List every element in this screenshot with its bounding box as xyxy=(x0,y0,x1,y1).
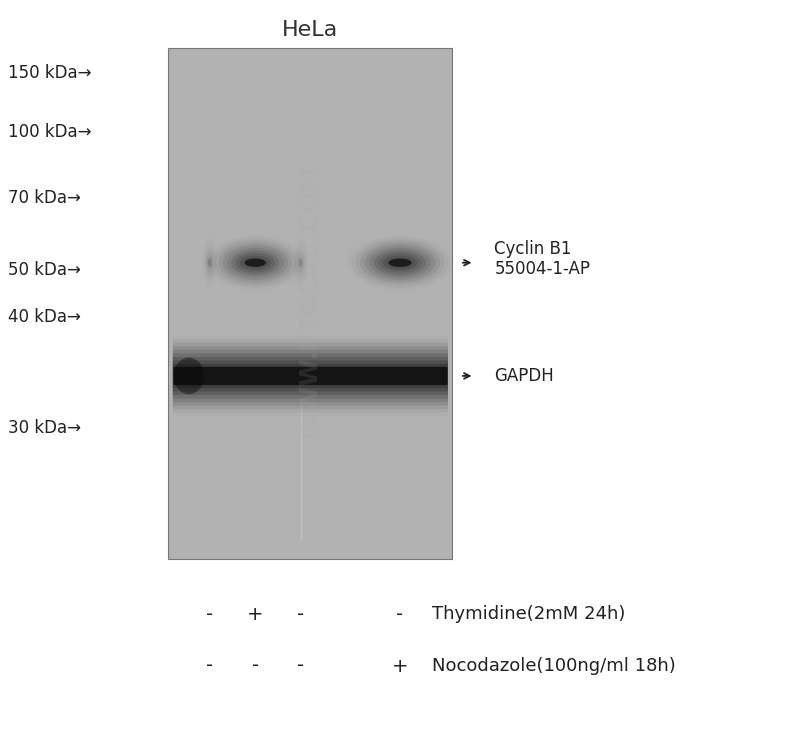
Text: -: - xyxy=(206,656,213,676)
Text: +: + xyxy=(392,656,408,676)
Text: Nocodazole(100ng/ml 18h): Nocodazole(100ng/ml 18h) xyxy=(432,657,676,675)
Ellipse shape xyxy=(387,258,413,267)
Ellipse shape xyxy=(239,255,271,270)
Text: -: - xyxy=(298,605,304,624)
FancyBboxPatch shape xyxy=(174,367,447,385)
Text: GAPDH: GAPDH xyxy=(494,367,554,385)
Ellipse shape xyxy=(299,258,302,267)
Bar xyxy=(168,48,452,559)
Text: -: - xyxy=(298,656,304,676)
Ellipse shape xyxy=(374,250,426,275)
FancyBboxPatch shape xyxy=(173,368,448,384)
Text: 50 kDa→: 50 kDa→ xyxy=(8,261,81,279)
FancyBboxPatch shape xyxy=(173,350,448,402)
Text: Cyclin B1
55004-1-AP: Cyclin B1 55004-1-AP xyxy=(494,240,590,278)
FancyBboxPatch shape xyxy=(173,343,448,409)
Ellipse shape xyxy=(360,243,440,283)
Ellipse shape xyxy=(365,245,435,280)
Text: 70 kDa→: 70 kDa→ xyxy=(8,189,81,207)
Text: HeLa: HeLa xyxy=(282,19,338,40)
Ellipse shape xyxy=(218,243,292,283)
Ellipse shape xyxy=(226,248,284,278)
Ellipse shape xyxy=(208,258,211,267)
Ellipse shape xyxy=(235,253,275,272)
Text: +: + xyxy=(247,605,263,624)
Ellipse shape xyxy=(383,255,417,270)
Ellipse shape xyxy=(389,258,411,267)
FancyBboxPatch shape xyxy=(173,364,448,388)
Text: Thymidine(2mM 24h): Thymidine(2mM 24h) xyxy=(432,605,626,623)
FancyBboxPatch shape xyxy=(173,346,448,406)
Ellipse shape xyxy=(370,248,430,278)
Ellipse shape xyxy=(245,258,266,267)
Ellipse shape xyxy=(244,258,266,267)
Ellipse shape xyxy=(174,357,204,394)
Text: 100 kDa→: 100 kDa→ xyxy=(8,123,91,141)
Text: 150 kDa→: 150 kDa→ xyxy=(8,64,91,81)
Text: -: - xyxy=(206,605,213,624)
FancyBboxPatch shape xyxy=(173,360,448,391)
Ellipse shape xyxy=(222,245,288,280)
Text: -: - xyxy=(397,605,403,624)
Text: WWW.PTGLAB.COM: WWW.PTGLAB.COM xyxy=(298,166,322,440)
FancyBboxPatch shape xyxy=(173,357,448,395)
FancyBboxPatch shape xyxy=(173,354,448,398)
Text: 40 kDa→: 40 kDa→ xyxy=(8,308,81,326)
Text: -: - xyxy=(252,656,258,676)
Ellipse shape xyxy=(378,253,422,272)
Ellipse shape xyxy=(231,250,279,275)
Text: 30 kDa→: 30 kDa→ xyxy=(8,419,81,437)
